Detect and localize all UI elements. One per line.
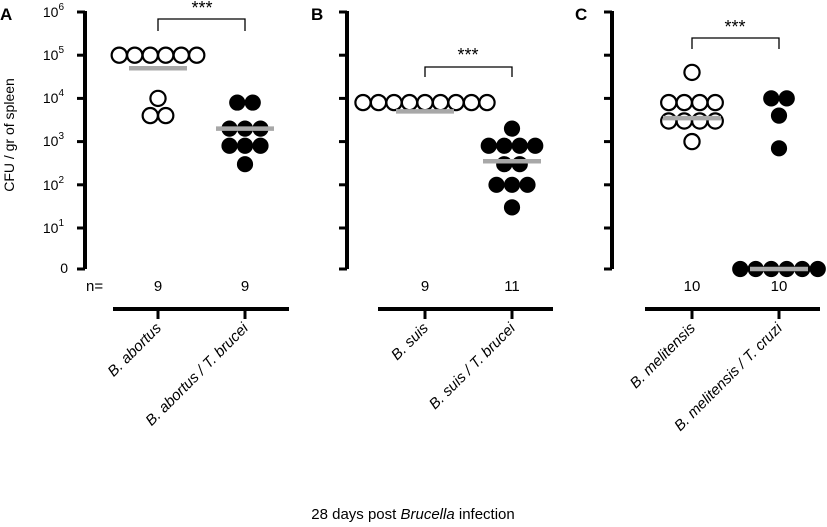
group-n: 9 — [241, 278, 249, 295]
y-tick-label: 105 — [43, 45, 65, 63]
data-point — [149, 89, 167, 108]
data-point — [369, 93, 388, 112]
data-point — [141, 106, 159, 125]
group-n: 9 — [421, 278, 429, 295]
group-label: B. suis / T. brucei — [426, 319, 519, 412]
y-tick-labels-a: 0 101 102 103 104 105 106 — [43, 2, 68, 276]
data-point — [683, 63, 701, 82]
data-point — [706, 112, 724, 130]
data-points-a — [110, 46, 274, 173]
group-label: B. suis — [388, 319, 432, 363]
data-point — [683, 132, 701, 151]
data-point — [706, 93, 724, 112]
data-point — [126, 46, 144, 64]
panel-b: B *** 9 11 B. suis B. suis / T. brucei — [311, 5, 553, 413]
data-point — [354, 93, 372, 112]
panel-a: A CFU / gr of spleen 0 101 102 103 104 1… — [0, 0, 289, 429]
group-label: B. abortus — [104, 319, 165, 380]
data-point — [157, 46, 175, 64]
data-point — [172, 46, 190, 64]
significance-stars-a: *** — [191, 0, 212, 18]
significance-bracket-b — [424, 66, 513, 77]
data-point — [496, 156, 513, 173]
data-point — [480, 137, 497, 154]
data-point — [691, 112, 709, 130]
group-label: B. melitensis — [627, 319, 699, 391]
y-tick-label: 104 — [43, 88, 65, 106]
data-point — [221, 137, 238, 154]
group-n: 9 — [154, 278, 162, 295]
data-point — [252, 137, 269, 154]
significance-bracket-a — [157, 18, 246, 31]
data-point — [110, 46, 128, 64]
data-point — [503, 120, 521, 137]
y-ticks-a — [77, 10, 85, 271]
y-tick-label: 102 — [43, 175, 65, 193]
data-point — [431, 93, 450, 112]
data-point — [244, 94, 261, 111]
group-n: 10 — [771, 278, 788, 295]
data-point — [660, 93, 678, 112]
data-point — [478, 93, 496, 112]
data-point — [229, 94, 246, 111]
data-point — [236, 137, 254, 154]
significance-stars-c: *** — [724, 17, 745, 37]
data-point — [527, 137, 544, 154]
panel-letter-b: B — [311, 5, 323, 24]
data-point — [400, 93, 419, 112]
data-point — [675, 93, 693, 112]
group-n: 11 — [504, 278, 520, 295]
y-tick-label: 103 — [43, 131, 65, 149]
panel-c: C *** 10 10 B. melitensis B. melitensis … — [575, 5, 826, 435]
data-point — [496, 137, 513, 154]
data-point — [809, 260, 826, 278]
data-point — [511, 137, 528, 154]
significance-stars-b: *** — [457, 45, 478, 65]
data-point — [503, 176, 521, 193]
figure-caption: 28 days post Brucella infection — [311, 506, 514, 523]
data-point — [763, 90, 780, 107]
data-point — [519, 176, 536, 193]
data-point — [503, 199, 521, 216]
data-point — [157, 106, 175, 125]
significance-bracket-c — [691, 37, 780, 49]
data-point — [770, 107, 788, 124]
data-point — [511, 156, 528, 173]
data-point — [447, 93, 465, 112]
data-point — [416, 93, 434, 112]
data-point — [385, 93, 403, 112]
data-point — [462, 93, 481, 112]
y-tick-label: 101 — [43, 218, 65, 236]
data-point — [188, 46, 206, 64]
n-label: n= — [86, 278, 103, 295]
y-axis-label: CFU / gr of spleen — [1, 78, 17, 192]
group-n: 10 — [684, 278, 701, 295]
data-point — [488, 176, 505, 193]
y-ticks-b — [339, 10, 347, 271]
data-point — [778, 90, 795, 107]
data-points-c — [660, 63, 826, 278]
data-point — [732, 260, 749, 278]
panel-letter-a: A — [0, 5, 12, 24]
y-ticks-c — [604, 10, 612, 271]
data-point — [691, 93, 709, 112]
data-point — [770, 140, 788, 157]
data-point — [675, 112, 693, 130]
data-point — [236, 156, 254, 173]
y-tick-label: 0 — [60, 260, 68, 276]
y-tick-label: 106 — [43, 2, 65, 20]
data-point — [141, 46, 159, 64]
data-point — [660, 112, 678, 130]
panel-letter-c: C — [575, 5, 587, 24]
data-points-b — [354, 93, 544, 216]
